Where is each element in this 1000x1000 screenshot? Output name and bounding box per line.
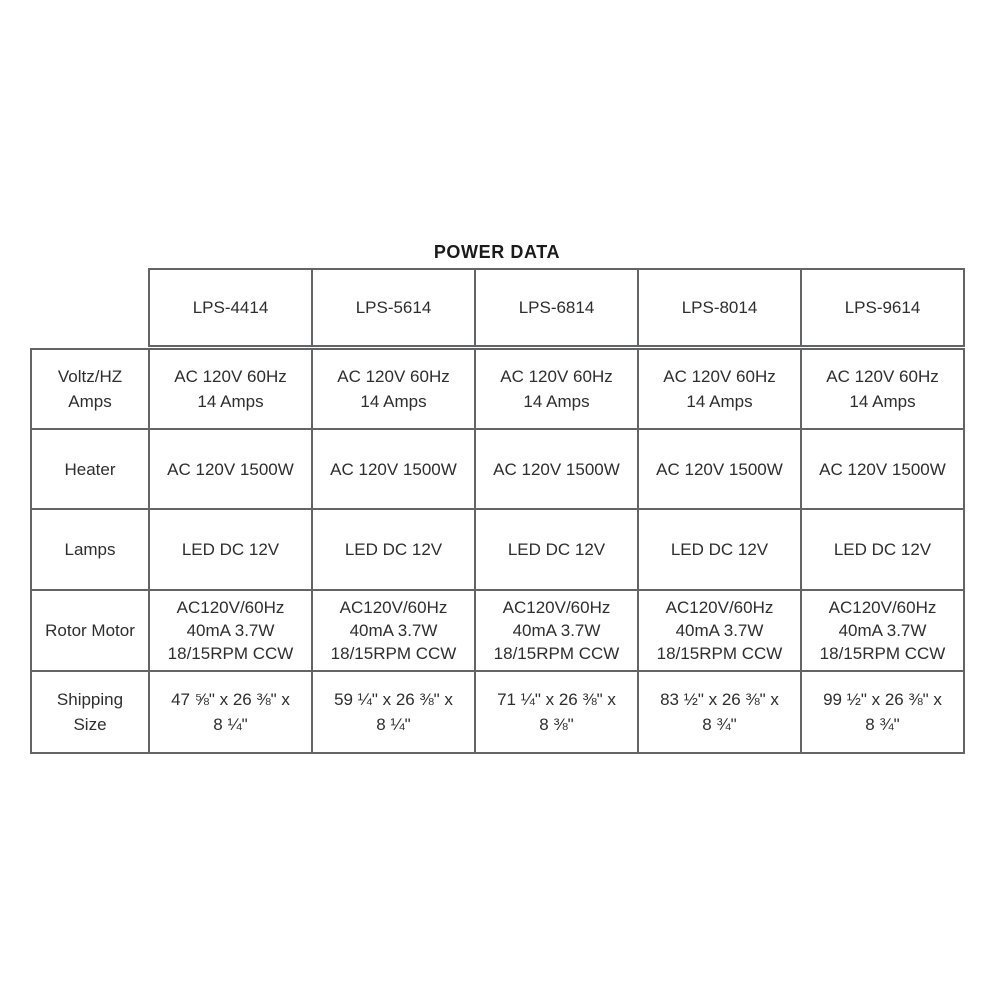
table-cell: AC 120V 1500W	[800, 428, 965, 510]
table-cell: AC120V/60Hz 40mA 3.7W 18/15RPM CCW	[311, 589, 476, 672]
table-row-shipping-size: Shipping Size 47 ⅝" x 26 ⅜" x 8 ¼" 59 ¼"…	[30, 670, 965, 754]
table-cell: AC 120V 1500W	[148, 428, 313, 510]
power-data-header-table: LPS-4414 LPS-5614 LPS-6814 LPS-8014 LPS-…	[148, 268, 965, 347]
table-cell: AC 120V 60Hz 14 Amps	[637, 348, 802, 430]
row-label-shipping-size: Shipping Size	[30, 670, 150, 754]
table-cell: LED DC 12V	[800, 508, 965, 591]
table-cell: 47 ⅝" x 26 ⅜" x 8 ¼"	[148, 670, 313, 754]
table-cell: AC 120V 60Hz 14 Amps	[800, 348, 965, 430]
table-cell: 83 ½" x 26 ⅜" x 8 ¾"	[637, 670, 802, 754]
table-row-heater: Heater AC 120V 1500W AC 120V 1500W AC 12…	[30, 428, 965, 510]
table-cell: LED DC 12V	[474, 508, 639, 591]
table-row-lamps: Lamps LED DC 12V LED DC 12V LED DC 12V L…	[30, 508, 965, 591]
table-cell: AC 120V 1500W	[474, 428, 639, 510]
table-cell: AC120V/60Hz 40mA 3.7W 18/15RPM CCW	[637, 589, 802, 672]
table-cell: AC120V/60Hz 40mA 3.7W 18/15RPM CCW	[148, 589, 313, 672]
column-header-lps-4414: LPS-4414	[148, 268, 313, 347]
row-label-lamps: Lamps	[30, 508, 150, 591]
table-cell: LED DC 12V	[311, 508, 476, 591]
page-title: POWER DATA	[433, 242, 561, 262]
table-cell: 99 ½" x 26 ⅜" x 8 ¾"	[800, 670, 965, 754]
column-header-lps-8014: LPS-8014	[637, 268, 802, 347]
table-cell: AC120V/60Hz 40mA 3.7W 18/15RPM CCW	[474, 589, 639, 672]
table-cell: 59 ¼" x 26 ⅜" x 8 ¼"	[311, 670, 476, 754]
header-row: LPS-4414 LPS-5614 LPS-6814 LPS-8014 LPS-…	[148, 268, 965, 347]
table-cell: LED DC 12V	[637, 508, 802, 591]
power-data-body-table: Voltz/HZ Amps AC 120V 60Hz 14 Amps AC 12…	[30, 348, 965, 754]
table-cell: AC 120V 1500W	[637, 428, 802, 510]
row-label-voltz-hz-amps: Voltz/HZ Amps	[30, 348, 150, 430]
column-header-lps-9614: LPS-9614	[800, 268, 965, 347]
table-cell: AC120V/60Hz 40mA 3.7W 18/15RPM CCW	[800, 589, 965, 672]
row-label-heater: Heater	[30, 428, 150, 510]
table-cell: 71 ¼" x 26 ⅜" x 8 ⅜"	[474, 670, 639, 754]
table-cell: LED DC 12V	[148, 508, 313, 591]
table-cell: AC 120V 1500W	[311, 428, 476, 510]
column-header-lps-5614: LPS-5614	[311, 268, 476, 347]
table-row-voltz-hz-amps: Voltz/HZ Amps AC 120V 60Hz 14 Amps AC 12…	[30, 348, 965, 430]
table-cell: AC 120V 60Hz 14 Amps	[474, 348, 639, 430]
row-label-rotor-motor: Rotor Motor	[30, 589, 150, 672]
column-header-lps-6814: LPS-6814	[474, 268, 639, 347]
table-row-rotor-motor: Rotor Motor AC120V/60Hz 40mA 3.7W 18/15R…	[30, 589, 965, 672]
table-cell: AC 120V 60Hz 14 Amps	[311, 348, 476, 430]
table-cell: AC 120V 60Hz 14 Amps	[148, 348, 313, 430]
